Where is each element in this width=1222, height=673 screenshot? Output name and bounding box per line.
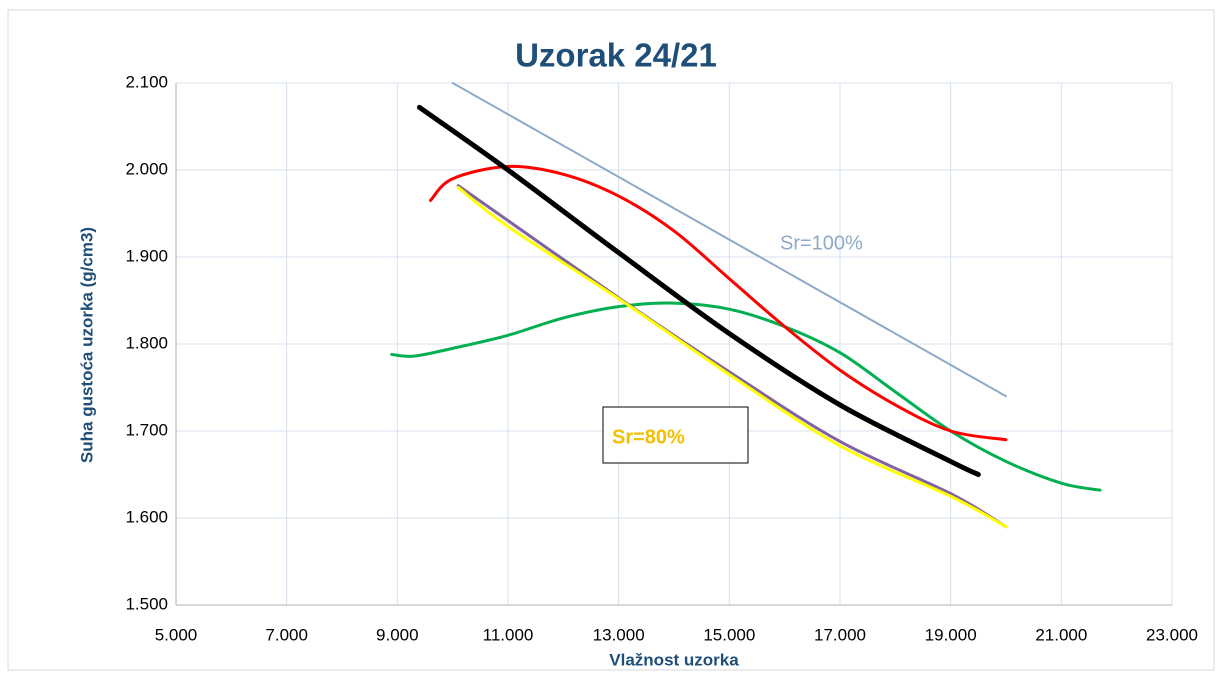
x-tick-label: 21.000: [1035, 625, 1087, 644]
x-tick-label: 7.000: [265, 625, 308, 644]
y-tick-label: 1.700: [125, 420, 168, 439]
line-series: [456, 185, 1008, 529]
x-tick-label: 5.000: [155, 625, 198, 644]
line-series: [429, 164, 1008, 442]
line-series: [456, 184, 1008, 529]
x-tick-label: 15.000: [703, 625, 755, 644]
x-tick-label: 13.000: [593, 625, 645, 644]
y-axis-label: Suha gustoća uzorka (g/cm3): [77, 227, 96, 463]
x-axis-label: Vlažnost uzorka: [609, 650, 739, 669]
y-tick-label: 2.000: [125, 159, 168, 178]
x-tick-label: 17.000: [814, 625, 866, 644]
x-tick-label: 19.000: [925, 625, 977, 644]
x-tick-label: 9.000: [376, 625, 419, 644]
chart-border: [7, 9, 1215, 671]
x-tick-label: 23.000: [1146, 625, 1198, 644]
line-series: [451, 82, 1007, 398]
y-tick-label: 1.800: [125, 333, 168, 352]
series-label: Sr=80%: [612, 426, 685, 448]
x-tick-label: 11.000: [483, 625, 534, 644]
series-label: Sr=100%: [780, 232, 863, 254]
y-tick-label: 1.900: [125, 246, 168, 265]
line-series: [416, 104, 981, 477]
y-tick-label: 1.600: [125, 507, 168, 526]
label-box: [602, 406, 749, 464]
y-tick-label: 1.500: [125, 594, 168, 613]
line-series: [390, 301, 1102, 492]
y-tick-label: 2.100: [125, 72, 168, 91]
chart-title: Uzorak 24/21: [515, 37, 717, 74]
